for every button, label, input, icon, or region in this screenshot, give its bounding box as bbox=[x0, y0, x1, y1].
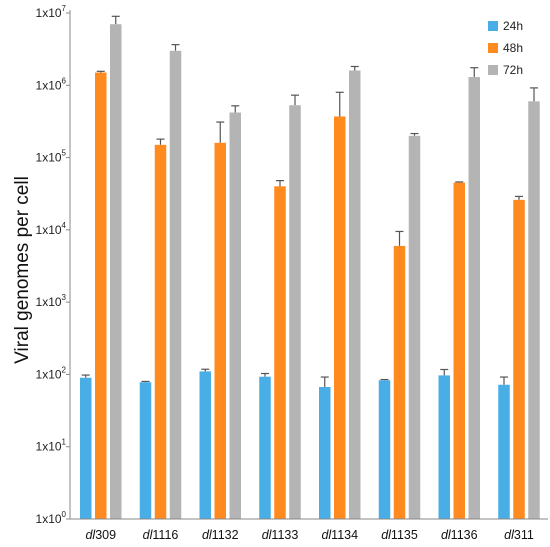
tick-base: 1x10 bbox=[36, 151, 62, 165]
bar-48h-dl309 bbox=[95, 72, 107, 520]
bar-72h-dl1132 bbox=[229, 112, 241, 519]
category-label: dl1132 bbox=[202, 528, 239, 542]
category-prefix: dl bbox=[262, 528, 273, 542]
legend-label-48h: 48h bbox=[503, 41, 523, 55]
bar-24h-dl1135 bbox=[378, 380, 391, 519]
tick-base: 1x10 bbox=[36, 223, 62, 237]
bar-24h-dl1132 bbox=[199, 371, 211, 519]
category-label: dl1135 bbox=[381, 528, 418, 542]
bar-72h-dl1116 bbox=[169, 50, 182, 520]
legend-swatch-72h bbox=[488, 65, 498, 75]
category-label: dl309 bbox=[85, 528, 116, 542]
tick-exponent: 1 bbox=[62, 438, 67, 447]
bar-48h-dl1136 bbox=[453, 182, 465, 519]
bar-48h-dl311 bbox=[513, 199, 525, 519]
tick-exponent: 3 bbox=[62, 293, 67, 302]
error-bars bbox=[81, 15, 538, 388]
tick-exponent: 7 bbox=[62, 4, 67, 13]
legend-swatch-48h bbox=[488, 43, 498, 53]
category-label: dl1133 bbox=[262, 528, 299, 542]
bar-24h-dl1136 bbox=[438, 375, 450, 519]
category-suffix: 1132 bbox=[212, 528, 239, 542]
legend: 24h 48h 72h bbox=[488, 19, 523, 77]
y-tick-label: 1x103 bbox=[36, 293, 67, 309]
bar-24h-dl309 bbox=[80, 377, 92, 519]
bar-72h-dl1135 bbox=[408, 135, 421, 519]
legend-swatch-24h bbox=[488, 21, 498, 31]
tick-base: 1x10 bbox=[36, 6, 62, 20]
category-suffix: 1133 bbox=[271, 528, 298, 542]
category-prefix: dl bbox=[143, 528, 154, 542]
bar-48h-dl1133 bbox=[274, 186, 286, 520]
y-tick-label: 1x100 bbox=[36, 510, 67, 526]
tick-base: 1x10 bbox=[36, 512, 62, 526]
y-tick-label: 1x102 bbox=[36, 365, 67, 381]
tick-base: 1x10 bbox=[36, 78, 62, 92]
category-prefix: dl bbox=[441, 528, 452, 542]
tick-base: 1x10 bbox=[36, 295, 62, 309]
category-suffix: 1116 bbox=[152, 528, 178, 542]
tick-exponent: 4 bbox=[62, 221, 67, 230]
legend-label-24h: 24h bbox=[503, 19, 523, 33]
category-suffix: 1134 bbox=[331, 528, 358, 542]
tick-base: 1x10 bbox=[36, 440, 62, 454]
tick-exponent: 5 bbox=[62, 149, 67, 158]
category-label: dl1136 bbox=[441, 528, 478, 542]
tick-exponent: 0 bbox=[62, 510, 67, 519]
y-tick-label: 1x105 bbox=[36, 149, 67, 165]
bar-72h-dl1134 bbox=[349, 70, 361, 519]
category-suffix: 1135 bbox=[391, 528, 418, 542]
bar-24h-dl1134 bbox=[319, 387, 331, 519]
category-suffix: 311 bbox=[514, 528, 534, 542]
bar-24h-dl1116 bbox=[139, 382, 152, 519]
bar-48h-dl1132 bbox=[214, 142, 226, 519]
category-prefix: dl bbox=[85, 528, 96, 542]
bar-72h-dl1133 bbox=[289, 105, 301, 520]
category-label: dl1134 bbox=[321, 528, 358, 542]
category-label: dl1116 bbox=[143, 528, 179, 542]
bar-72h-dl309 bbox=[110, 24, 122, 519]
bar-48h-dl1116 bbox=[154, 144, 167, 520]
tick-base: 1x10 bbox=[36, 367, 62, 381]
legend-label-72h: 72h bbox=[503, 63, 523, 77]
bars bbox=[80, 24, 540, 520]
y-axis-label: Viral genomes per cell bbox=[12, 176, 33, 364]
axes bbox=[66, 10, 548, 520]
bar-72h-dl1136 bbox=[468, 77, 480, 519]
category-label: dl311 bbox=[504, 528, 534, 542]
y-tick-label: 1x107 bbox=[36, 4, 67, 20]
category-prefix: dl bbox=[321, 528, 332, 542]
category-suffix: 309 bbox=[95, 528, 116, 542]
bar-48h-dl1134 bbox=[334, 116, 346, 519]
tick-exponent: 6 bbox=[62, 76, 67, 85]
category-suffix: 1136 bbox=[451, 528, 478, 542]
y-tick-label: 1x101 bbox=[36, 438, 67, 454]
category-prefix: dl bbox=[202, 528, 213, 542]
category-labels: dl309 dl1116 dl1132 dl1133 dl1134 dl1135 dl113… bbox=[85, 528, 533, 542]
bar-72h-dl311 bbox=[528, 101, 540, 520]
y-tick-label: 1x106 bbox=[36, 76, 67, 92]
bar-24h-dl1133 bbox=[259, 376, 271, 519]
y-tick-label: 1x104 bbox=[36, 221, 67, 237]
bar-24h-dl311 bbox=[498, 384, 510, 519]
category-prefix: dl bbox=[381, 528, 392, 542]
tick-exponent: 2 bbox=[62, 365, 67, 374]
bar-48h-dl1135 bbox=[393, 245, 406, 520]
category-prefix: dl bbox=[504, 528, 515, 542]
